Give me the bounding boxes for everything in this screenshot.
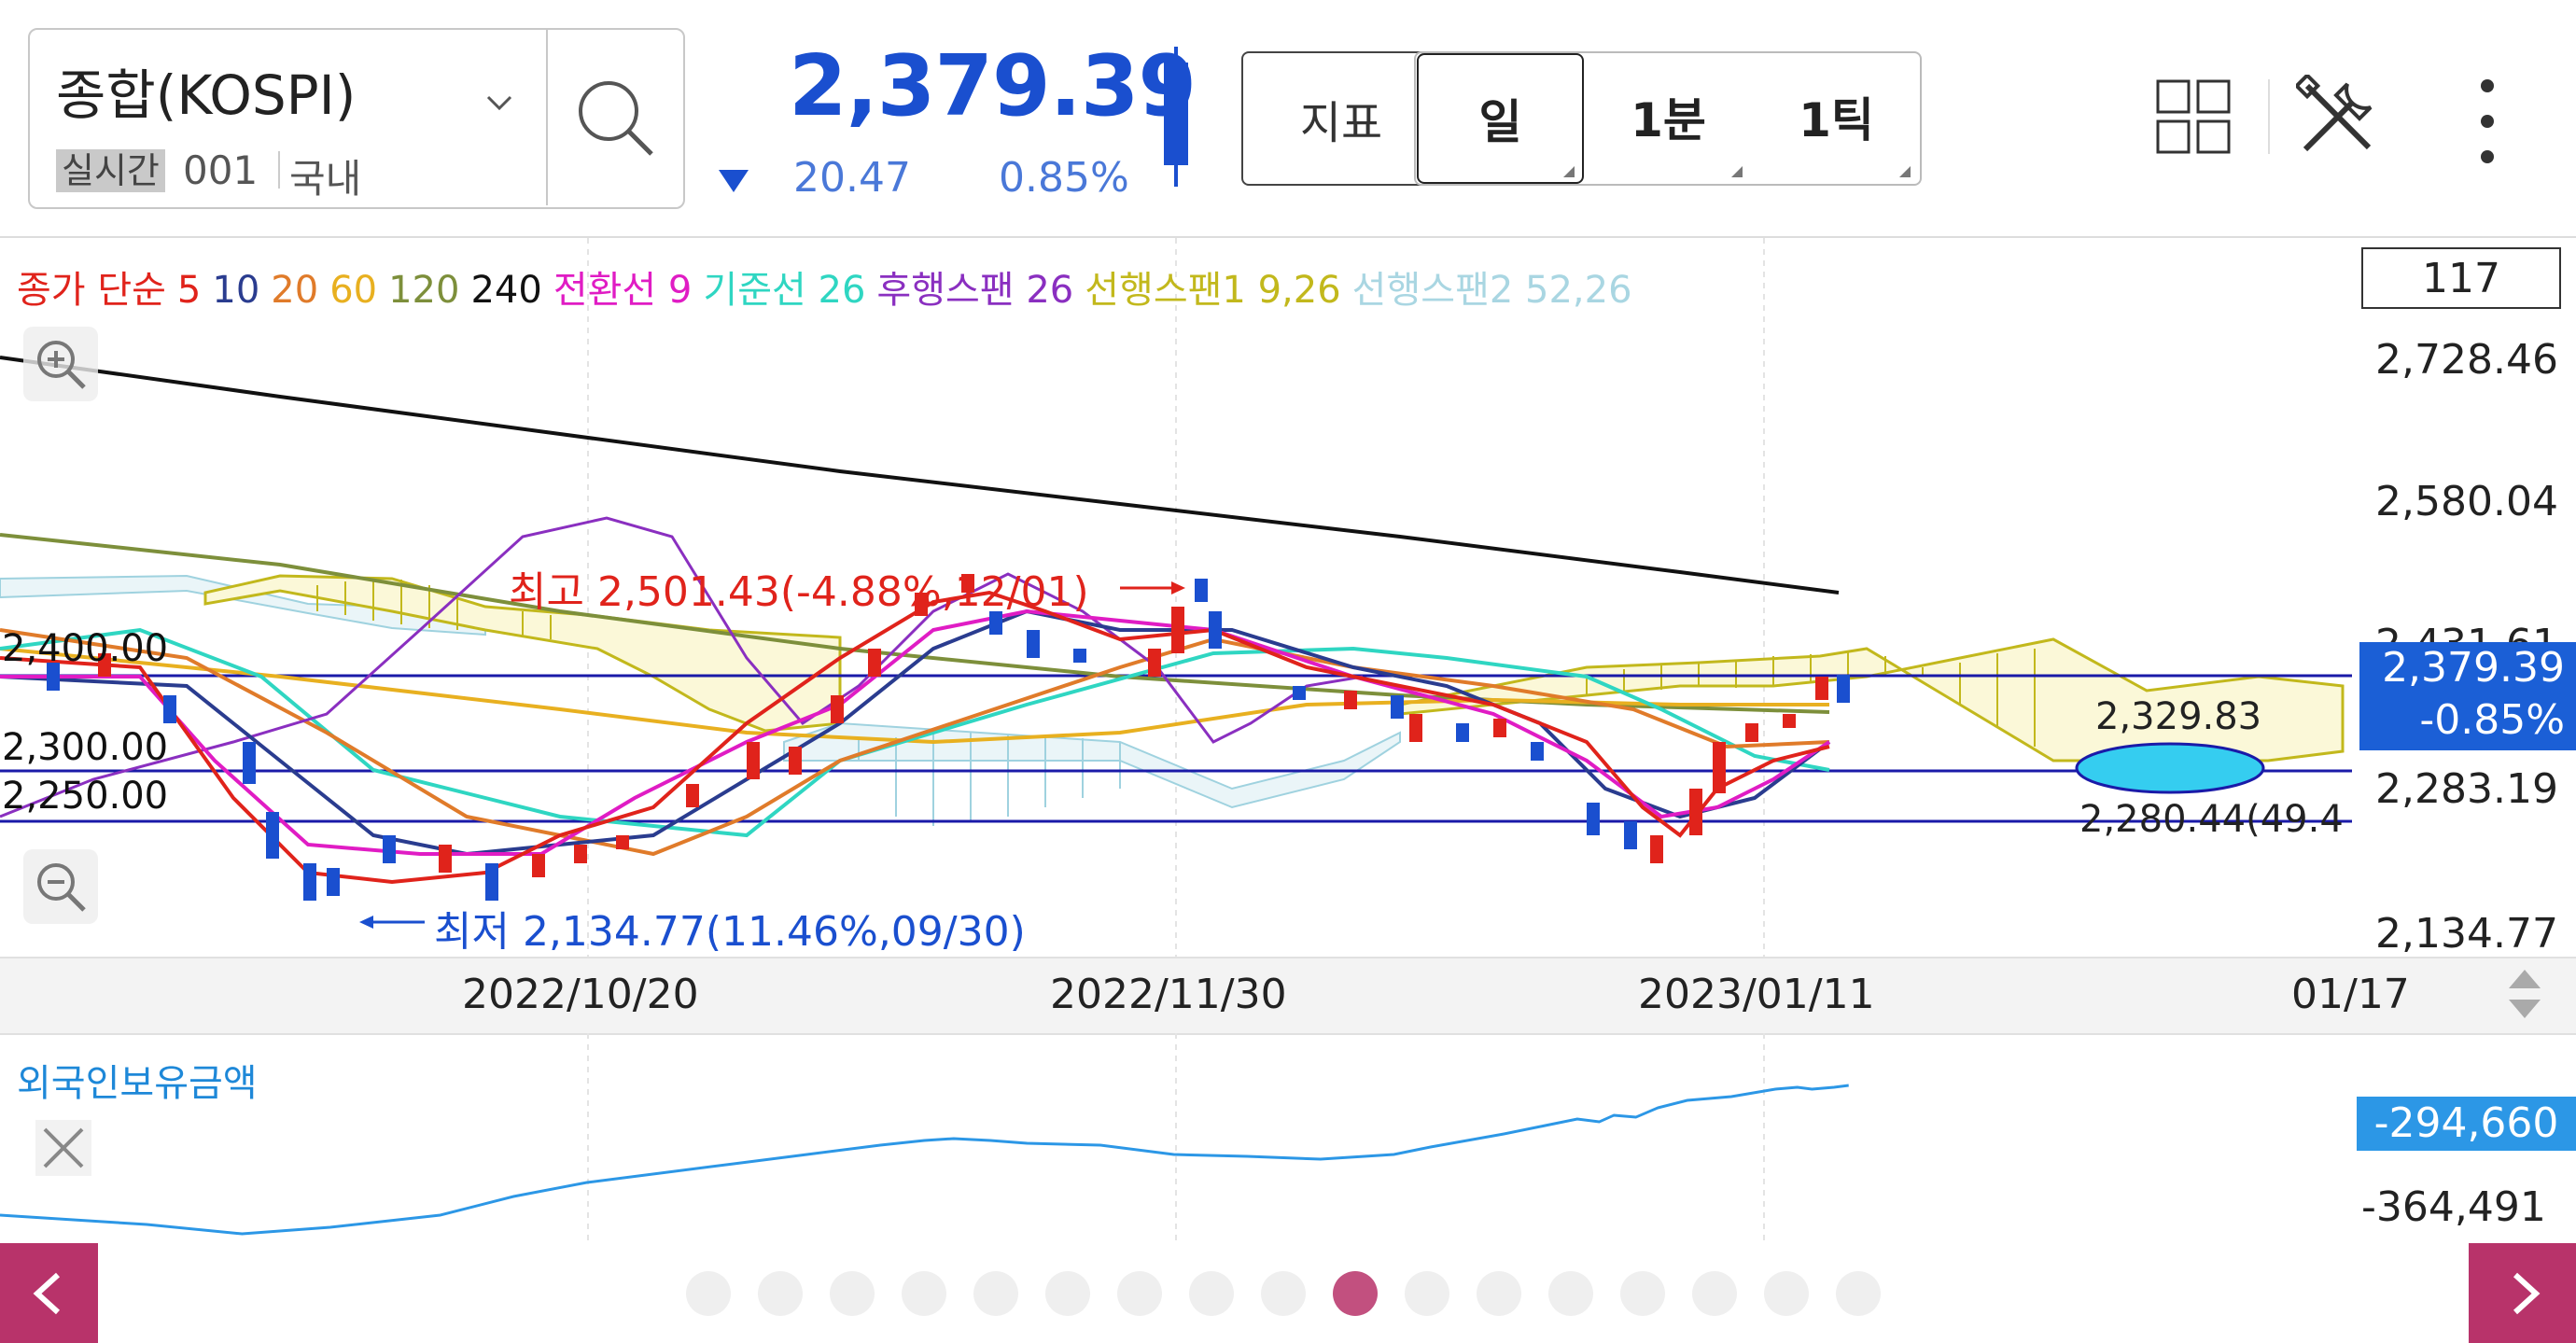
search-icon xyxy=(579,81,653,156)
chevron-right-icon xyxy=(2513,1272,2541,1315)
divider xyxy=(0,236,2576,238)
search-button[interactable] xyxy=(551,32,679,203)
close-icon[interactable] xyxy=(35,1120,91,1176)
foreign-holdings-chart[interactable] xyxy=(0,1033,2352,1243)
legend-item: 종가 단순 xyxy=(17,269,166,312)
page-dot[interactable] xyxy=(902,1271,946,1316)
high-annotation: 최고 2,501.43(-4.88%,12/01) xyxy=(509,568,1089,616)
corner-marker xyxy=(1731,166,1743,177)
sub-current-tag: -294,660 xyxy=(2357,1097,2576,1151)
page-dot[interactable] xyxy=(1836,1271,1881,1316)
legend-item: 후행스팬 26 xyxy=(876,269,1074,312)
change-percent: 0.85% xyxy=(999,154,1129,202)
realtime-badge: 실시간 xyxy=(56,149,165,192)
low-annotation: 최저 2,134.77(11.46%,09/30) xyxy=(434,908,1026,956)
tools-icon[interactable] xyxy=(2296,75,2380,159)
y-tick-label: 2,134.77 xyxy=(2375,910,2558,958)
zoom-out-icon[interactable] xyxy=(23,849,98,924)
legend-item: 120 xyxy=(388,269,460,312)
symbol-code: 001 xyxy=(183,147,259,193)
page-dot[interactable] xyxy=(1620,1271,1665,1316)
page-dot[interactable] xyxy=(1045,1271,1090,1316)
prev-page-button[interactable] xyxy=(0,1243,98,1343)
legend-item: 240 xyxy=(470,269,542,312)
hline-label: 2,400.00 xyxy=(2,627,169,670)
cloud-upper-label: 2,329.83 xyxy=(2095,695,2262,738)
current-price-tag-change: -0.85% xyxy=(2419,696,2565,744)
corner-marker xyxy=(1899,166,1911,177)
page-dot[interactable] xyxy=(1405,1271,1449,1316)
down-arrow-icon xyxy=(719,170,749,192)
y-tick-label: 2,728.46 xyxy=(2375,336,2558,384)
x-tick-label: 2023/01/11 xyxy=(1638,971,1875,1018)
change-amount: 20.47 xyxy=(793,154,911,202)
zoom-in-icon[interactable] xyxy=(23,327,98,401)
legend-item: 5 xyxy=(176,269,202,312)
more-icon[interactable] xyxy=(2469,75,2506,168)
page-dot[interactable] xyxy=(758,1271,803,1316)
legend-item: 선행스팬2 52,26 xyxy=(1351,269,1632,312)
current-price-tag: 2,379.39 -0.85% xyxy=(2359,642,2576,750)
page-dot[interactable] xyxy=(1477,1271,1521,1316)
cloud-lower-label: 2,280.44(49.4 xyxy=(2079,798,2344,841)
grid-icon[interactable] xyxy=(2156,79,2231,154)
y-tick-label: 2,283.19 xyxy=(2375,765,2558,813)
period-tabs xyxy=(1414,51,1922,186)
divider xyxy=(546,30,548,205)
page-dot[interactable] xyxy=(830,1271,875,1316)
page-dot[interactable] xyxy=(1261,1271,1306,1316)
x-tick-label: 2022/10/20 xyxy=(462,971,699,1018)
current-price: 2,379.39 xyxy=(789,37,1197,135)
price-chart[interactable] xyxy=(0,238,2352,957)
chevron-left-icon xyxy=(33,1272,61,1315)
next-page-button[interactable] xyxy=(2469,1243,2576,1343)
divider xyxy=(2268,79,2270,154)
y-axis[interactable] xyxy=(2352,238,2576,957)
y-tick-label: 2,580.04 xyxy=(2375,478,2558,525)
market-label: 국내 xyxy=(289,156,362,202)
candlesticks xyxy=(47,574,1850,901)
candle-icon xyxy=(1164,47,1188,187)
legend-item: 60 xyxy=(329,269,378,312)
divider xyxy=(278,151,280,189)
corner-marker xyxy=(1563,166,1575,177)
tab-day[interactable]: 일 xyxy=(1417,53,1584,184)
tab-1min[interactable]: 1분 xyxy=(1631,93,1706,147)
legend-item: 10 xyxy=(212,269,260,312)
page-dot[interactable] xyxy=(1333,1271,1378,1316)
hline-label: 2,300.00 xyxy=(2,726,169,769)
page-dot[interactable] xyxy=(1189,1271,1234,1316)
visible-count[interactable]: 117 xyxy=(2361,247,2561,309)
legend-item: 20 xyxy=(271,269,319,312)
scroll-arrows-icon[interactable] xyxy=(2501,966,2548,1022)
current-price-tag-price: 2,379.39 xyxy=(2382,644,2565,692)
x-tick-label: 01/17 xyxy=(2291,971,2410,1018)
symbol-name[interactable]: 종합(KOSPI) xyxy=(56,63,357,127)
tab-1tick[interactable]: 1틱 xyxy=(1799,93,1874,147)
legend-item: 전환선 9 xyxy=(553,269,693,312)
sub-low-label: -364,491 xyxy=(2361,1183,2546,1231)
page-dot[interactable] xyxy=(686,1271,731,1316)
indicator-legend: 종가 단순 5 10 20 60 120 240 전환선 9 기준선 26 후행스팬 26 선행스팬… xyxy=(17,259,1644,314)
hline-label: 2,250.00 xyxy=(2,775,169,818)
page-dot[interactable] xyxy=(1117,1271,1162,1316)
chevron-down-icon[interactable] xyxy=(485,89,513,117)
page-dot[interactable] xyxy=(1692,1271,1737,1316)
sub-chart-title: 외국인보유금액 xyxy=(17,1062,258,1105)
page-dot[interactable] xyxy=(973,1271,1018,1316)
x-axis[interactable] xyxy=(0,957,2576,1035)
indicator-button[interactable]: 지표 xyxy=(1241,51,1441,186)
page-dot[interactable] xyxy=(1764,1271,1809,1316)
page-dot[interactable] xyxy=(1548,1271,1593,1316)
x-tick-label: 2022/11/30 xyxy=(1050,971,1287,1018)
legend-item: 선행스팬1 9,26 xyxy=(1085,269,1341,312)
legend-item: 기준선 26 xyxy=(703,269,866,312)
